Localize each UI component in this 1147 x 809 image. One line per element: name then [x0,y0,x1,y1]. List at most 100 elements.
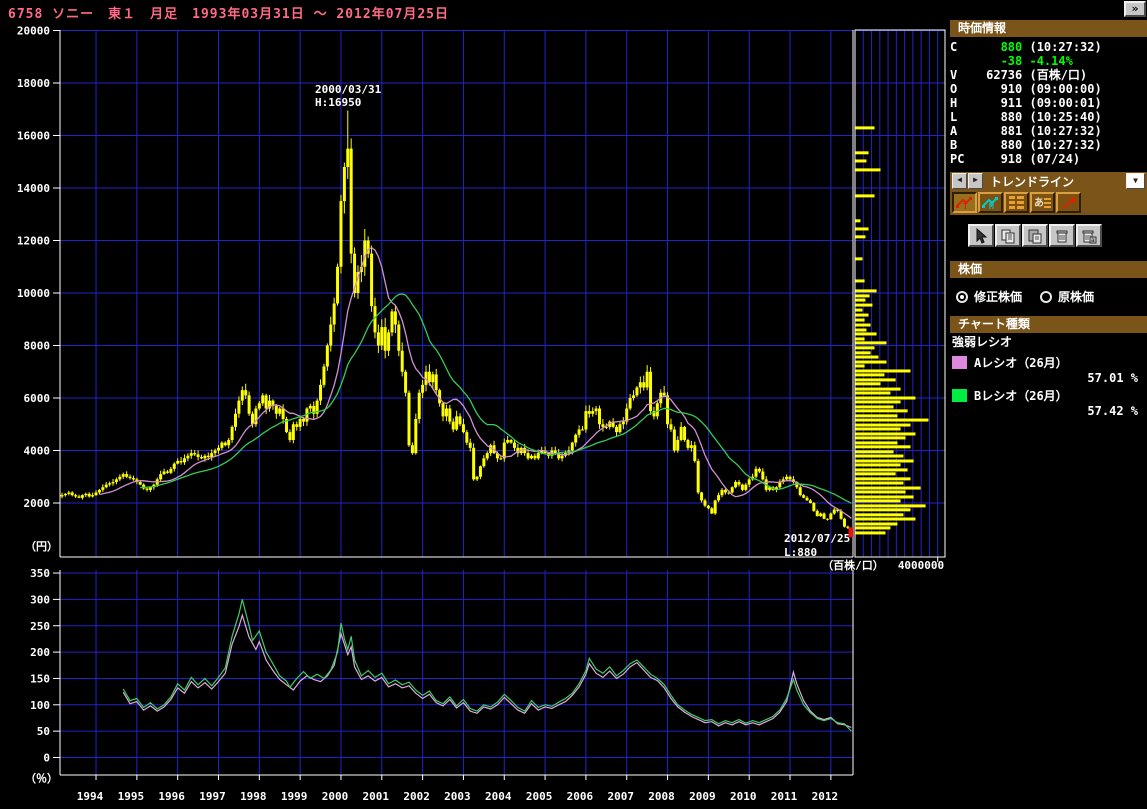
ratio-line-b [122,599,852,732]
svg-text:2012/07/25: 2012/07/25 [784,532,850,545]
annotation-last: 2012/07/25L:880 [784,532,850,559]
svg-text:2006: 2006 [567,790,594,803]
price-info-row: A 881 (10:27:32) [950,124,1102,138]
svg-text:4000: 4000 [24,445,51,458]
svg-text:2000: 2000 [24,497,51,510]
text-annotation-tool-button[interactable]: あ [1030,192,1055,213]
svg-text:10000: 10000 [17,287,50,300]
svg-text:T: T [963,202,968,210]
price-info-header: 時価情報 [950,20,1147,37]
svg-text:L:880: L:880 [784,546,817,559]
next-arrow-button[interactable]: ▶ [968,173,983,189]
trash-icon [1056,230,1068,242]
price-mode-label-1: 原株価 [1058,290,1095,304]
trendline-m-icon: M [982,197,998,210]
trendline-toolbar: T M あ [950,190,1147,215]
svg-text:a: a [1091,237,1095,244]
series-b-swatch [952,389,967,402]
annotation-peak: 2000/03/31H:16950 [315,83,382,109]
svg-text:2009: 2009 [689,790,716,803]
svg-text:1999: 1999 [281,790,308,803]
series-a-label: Aレシオ（26月） [974,356,1068,370]
svg-text:2001: 2001 [363,790,390,803]
arrow-up-right-icon [1062,197,1076,209]
ma-long-line [140,293,852,504]
svg-text:20000: 20000 [17,25,50,38]
axis-labels: 2000400060008000100001200014000160001800… [17,25,944,804]
trendline-header: ◀ ▶ トレンドライン ▼ [950,172,1147,190]
price-info-row: L 880 (10:25:40) [950,110,1102,124]
svg-text:6000: 6000 [24,392,51,405]
svg-text:あ: あ [1034,196,1044,209]
svg-text:1995: 1995 [118,790,145,803]
series-b-label: Bレシオ（26月） [974,389,1068,403]
arrow-tool-button[interactable] [1056,192,1081,213]
series-b-value: 57.42 % [1087,404,1138,418]
svg-text:16000: 16000 [17,130,50,143]
svg-text:（百株/口）: （百株/口） [822,558,884,572]
text-annotation-icon: あ [1034,196,1051,209]
price-info-row: -38 -4.14% [950,54,1073,68]
chart-canvas[interactable]: 2000400060008000100001200014000160001800… [0,0,950,809]
legend-row-a: Aレシオ（26月） [952,354,1068,371]
svg-text:1994: 1994 [77,790,104,803]
series-a-swatch [952,356,967,369]
svg-text:14000: 14000 [17,182,50,195]
price-mode-radio-0[interactable] [956,290,968,303]
chart-kind-subtitle: 強弱レシオ [952,335,1013,349]
candles-layer [60,110,853,533]
volume-profile-bars [855,126,929,535]
svg-text:（円）: （円） [25,540,58,553]
price-info-row: H 911 (09:00:01) [950,96,1102,110]
price-info-rows: C 880 (10:27:32) -38 -4.14% V 62736 (百株/口… [950,40,1147,166]
svg-text:2012: 2012 [812,790,839,803]
stock-price-header: 株価 [950,261,1147,278]
chart-title: 6758 ソニー 東１ 月足 1993年03月31日 ～ 2012年07月25日 [8,7,450,22]
svg-text:50: 50 [37,725,50,738]
svg-text:12000: 12000 [17,235,50,248]
expand-panel-button[interactable]: » [1124,1,1146,17]
svg-text:2003: 2003 [444,790,471,803]
price-info-row: O 910 (09:00:00) [950,82,1102,96]
svg-text:4000000: 4000000 [898,559,944,572]
paste-icon [1028,229,1042,243]
svg-text:2011: 2011 [771,790,798,803]
delete-all-button[interactable]: a [1076,224,1102,247]
select-cursor-button[interactable] [968,224,994,247]
fibonacci-icon [1009,195,1024,210]
svg-text:250: 250 [30,620,50,633]
legend-row-b: Bレシオ（26月） [952,387,1068,404]
svg-text:（％）: （％） [25,772,58,785]
trendline-tool-button[interactable]: T [952,192,977,213]
svg-text:2004: 2004 [485,790,512,803]
current-price-marker [848,527,853,538]
trendline-header-label: トレンドライン [990,174,1075,189]
fibonacci-tool-button[interactable] [1004,192,1029,213]
price-mode-radio-1[interactable] [1040,290,1053,303]
svg-text:0: 0 [43,752,50,765]
prev-arrow-button[interactable]: ◀ [952,173,967,189]
svg-text:2000/03/31: 2000/03/31 [315,83,382,96]
grid-layer [60,30,945,775]
paste-button[interactable] [1022,224,1048,247]
svg-text:1997: 1997 [199,790,226,803]
trendline-m-tool-button[interactable]: M [978,192,1003,213]
svg-text:2008: 2008 [648,790,675,803]
copy-button[interactable] [995,224,1021,247]
svg-text:200: 200 [30,646,50,659]
price-info-row: C 880 (10:27:32) [950,40,1102,54]
price-info-row: V 62736 (百株/口) [950,68,1088,82]
trendline-dropdown-button[interactable]: ▼ [1126,173,1145,189]
svg-text:150: 150 [30,672,50,685]
chevron-down-icon: ▼ [1133,176,1138,185]
copy-icon [1001,229,1015,243]
svg-text:1998: 1998 [240,790,267,803]
delete-button[interactable] [1049,224,1075,247]
price-info-row: PC 918 (07/24) [950,152,1081,166]
price-mode-label-0: 修正株価 [974,290,1023,304]
svg-text:100: 100 [30,699,50,712]
svg-text:2002: 2002 [403,790,430,803]
svg-text:2000: 2000 [322,790,349,803]
edit-toolbar: a [968,224,1103,247]
svg-text:H:16950: H:16950 [315,96,361,109]
